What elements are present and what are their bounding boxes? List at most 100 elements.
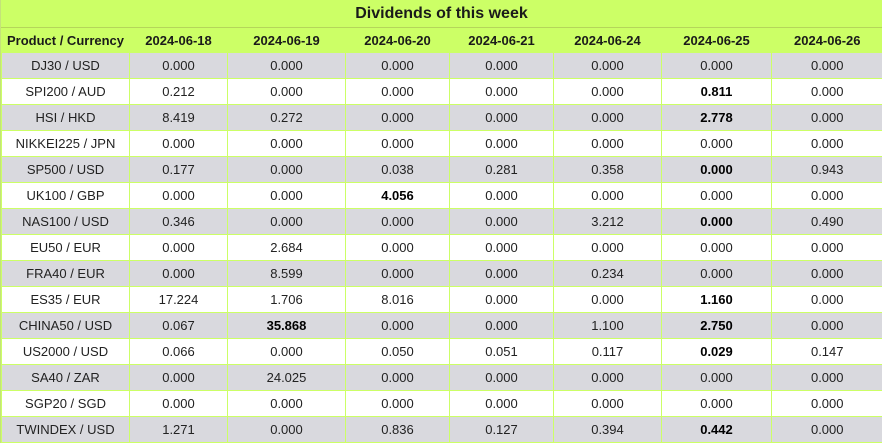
dividend-cell: 0.000 (227, 53, 346, 79)
dividend-cell: 0.000 (661, 182, 772, 209)
dividend-cell: 1.100 (553, 312, 662, 339)
dividend-cell: 17.224 (129, 286, 228, 313)
table-title: Dividends of this week (1, 0, 882, 28)
table-row: SA40 / ZAR 0.000 24.025 0.000 0.000 0.000 0.00… (1, 364, 882, 391)
dividend-cell: 0.000 (771, 312, 882, 339)
dividend-cell: 0.000 (553, 130, 662, 157)
dividend-cell: 8.599 (227, 260, 346, 287)
header-date: 2024-06-21 (449, 28, 554, 53)
table-row: US2000 / USD 0.066 0.000 0.050 0.051 0.117 0.0… (1, 338, 882, 365)
dividend-cell: 0.000 (129, 130, 228, 157)
dividend-cell: 0.000 (449, 182, 554, 209)
dividend-cell: 0.000 (661, 260, 772, 287)
dividend-cell: 0.050 (345, 338, 450, 365)
dividend-cell: 0.000 (553, 286, 662, 313)
product-cell: SGP20 / SGD (1, 390, 130, 417)
dividend-cell: 0.000 (449, 78, 554, 105)
dividend-cell: 0.000 (449, 234, 554, 261)
product-cell: ES35 / EUR (1, 286, 130, 313)
dividend-cell: 0.000 (129, 390, 228, 417)
dividend-cell: 0.000 (661, 53, 772, 79)
dividend-cell: 0.127 (449, 416, 554, 443)
header-date: 2024-06-20 (345, 28, 450, 53)
dividend-cell: 0.000 (661, 234, 772, 261)
dividend-cell: 0.000 (345, 364, 450, 391)
product-cell: SPI200 / AUD (1, 78, 130, 105)
dividend-cell: 0.811 (661, 78, 772, 105)
dividend-cell: 2.778 (661, 104, 772, 131)
dividend-cell: 0.000 (449, 364, 554, 391)
table-row: SGP20 / SGD 0.000 0.000 0.000 0.000 0.000 0.00… (1, 390, 882, 417)
dividend-cell: 35.868 (227, 312, 346, 339)
product-cell: HSI / HKD (1, 104, 130, 131)
dividend-cell: 0.147 (771, 338, 882, 365)
dividend-cell: 0.000 (449, 260, 554, 287)
dividend-cell: 0.000 (345, 130, 450, 157)
product-cell: NAS100 / USD (1, 208, 130, 235)
dividend-cell: 0.000 (345, 260, 450, 287)
dividend-cell: 0.272 (227, 104, 346, 131)
dividend-cell: 0.234 (553, 260, 662, 287)
dividend-cell: 0.000 (129, 364, 228, 391)
dividend-cell: 2.684 (227, 234, 346, 261)
dividend-cell: 0.000 (345, 208, 450, 235)
dividend-cell: 0.000 (771, 260, 882, 287)
product-cell: US2000 / USD (1, 338, 130, 365)
dividend-cell: 0.943 (771, 156, 882, 183)
dividend-cell: 0.836 (345, 416, 450, 443)
dividend-cell: 0.346 (129, 208, 228, 235)
header-date: 2024-06-18 (129, 28, 228, 53)
dividend-cell: 0.000 (449, 390, 554, 417)
dividend-cell: 0.000 (449, 312, 554, 339)
dividend-cell: 0.000 (553, 78, 662, 105)
dividend-cell: 3.212 (553, 208, 662, 235)
dividend-cell: 0.000 (449, 104, 554, 131)
dividend-cell: 0.000 (661, 390, 772, 417)
dividend-cell: 1.706 (227, 286, 346, 313)
table-row: ES35 / EUR 17.224 1.706 8.016 0.000 0.000 1.16… (1, 286, 882, 313)
table-row: CHINA50 / USD 0.067 35.868 0.000 0.000 1.100 2… (1, 312, 882, 339)
dividend-cell: 0.038 (345, 156, 450, 183)
dividend-cell: 0.442 (661, 416, 772, 443)
dividend-cell: 0.000 (227, 208, 346, 235)
dividend-cell: 0.000 (771, 182, 882, 209)
dividend-cell: 0.000 (771, 53, 882, 79)
dividend-cell: 0.000 (227, 390, 346, 417)
dividend-cell: 0.000 (661, 130, 772, 157)
header-date: 2024-06-26 (771, 28, 882, 53)
dividend-cell: 0.000 (345, 234, 450, 261)
dividend-cell: 0.000 (449, 53, 554, 79)
dividend-cell: 0.000 (771, 364, 882, 391)
dividend-cell: 0.000 (661, 156, 772, 183)
product-cell: FRA40 / EUR (1, 260, 130, 287)
dividend-cell: 2.750 (661, 312, 772, 339)
dividend-cell: 0.000 (449, 130, 554, 157)
table-row: NIKKEI225 / JPN 0.000 0.000 0.000 0.000 0.000… (1, 130, 882, 157)
dividend-cell: 0.000 (129, 260, 228, 287)
dividend-cell: 0.000 (553, 104, 662, 131)
dividend-cell: 1.160 (661, 286, 772, 313)
table-row: NAS100 / USD 0.346 0.000 0.000 0.000 3.212 0.0… (1, 208, 882, 235)
dividend-cell: 0.000 (771, 130, 882, 157)
table-row: HSI / HKD 8.419 0.272 0.000 0.000 0.000 2.778 0… (1, 104, 882, 131)
dividend-cell: 0.000 (227, 130, 346, 157)
header-row: Product / Currency 2024-06-18 2024-06-19… (1, 28, 882, 53)
dividend-cell: 0.281 (449, 156, 554, 183)
table-row: DJ30 / USD 0.000 0.000 0.000 0.000 0.000 0.000… (1, 53, 882, 79)
product-cell: EU50 / EUR (1, 234, 130, 261)
dividend-cell: 0.000 (771, 416, 882, 443)
product-cell: UK100 / GBP (1, 182, 130, 209)
dividend-cell: 0.000 (661, 208, 772, 235)
dividend-cell: 0.212 (129, 78, 228, 105)
dividend-cell: 0.000 (449, 286, 554, 313)
table-row: FRA40 / EUR 0.000 8.599 0.000 0.000 0.234 0.00… (1, 260, 882, 287)
dividend-cell: 8.419 (129, 104, 228, 131)
dividend-cell: 0.000 (771, 104, 882, 131)
dividend-cell: 0.000 (345, 104, 450, 131)
dividend-cell: 0.000 (345, 312, 450, 339)
dividend-cell: 0.000 (771, 78, 882, 105)
dividend-cell: 0.000 (771, 390, 882, 417)
dividend-cell: 4.056 (345, 182, 450, 209)
dividend-cell: 0.394 (553, 416, 662, 443)
